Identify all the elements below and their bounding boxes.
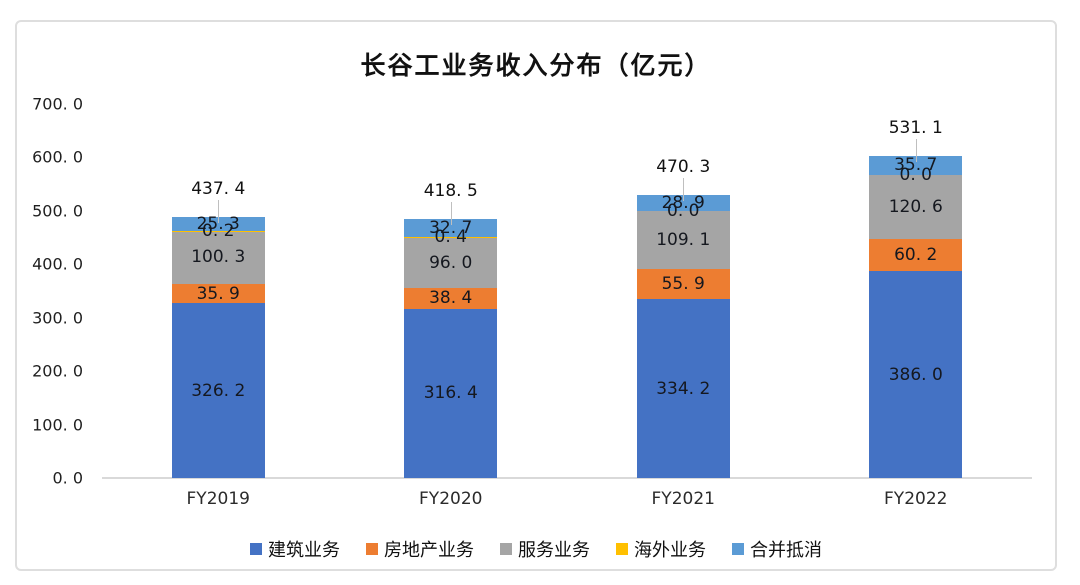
segment-value-label: 96. 0: [429, 252, 473, 273]
legend-label: 合并抵消: [750, 540, 822, 560]
segment-value-label: 0. 2: [202, 220, 235, 241]
segment-value-label: 386. 0: [888, 364, 943, 385]
y-axis-tick-label: 500. 0: [32, 201, 83, 220]
total-value-label: 437. 4: [191, 178, 246, 199]
bar-segment: [404, 219, 498, 237]
segment-value-label: 326. 2: [191, 380, 246, 401]
segment-value-label: 25. 3: [196, 213, 240, 234]
chart-title: 长谷工业务收入分布（亿元）: [360, 53, 712, 80]
y-axis-tick-label: 600. 0: [32, 147, 83, 167]
y-axis-tick-label: 400. 0: [32, 254, 83, 274]
bar-segment: [869, 155, 963, 175]
y-axis-tick-label: 700. 0: [32, 94, 83, 113]
segment-value-label: 38. 4: [429, 288, 473, 309]
chart-card: 长谷工业务收入分布（亿元） 0. 0 100. 0 200. 0 300. 0 400.…: [15, 20, 1057, 571]
bar-segment: [869, 271, 963, 478]
legend-label: 服务业务: [518, 540, 590, 560]
bar-segment: [636, 299, 730, 478]
y-axis-tick-label: 0. 0: [52, 468, 83, 488]
legend-item: 海外业务: [616, 536, 706, 562]
legend-swatch: [250, 543, 262, 555]
legend-swatch: [500, 543, 512, 555]
bar-segment: [171, 230, 265, 285]
x-axis-tick-label: FY2022: [884, 489, 948, 509]
total-leader-line: [450, 202, 452, 226]
legend-item: 建筑业务: [250, 536, 340, 562]
bar-segment: [404, 308, 498, 478]
legend-label: 建筑业务: [268, 540, 340, 560]
x-axis-tick-label: FY2020: [419, 489, 483, 509]
segment-value-label: 0. 4: [434, 226, 467, 247]
legend-item: 房地产业务: [366, 536, 474, 562]
total-value-label: 470. 3: [656, 157, 711, 178]
segment-value-label: 120. 6: [888, 197, 943, 218]
segment-value-label: 60. 2: [894, 245, 938, 266]
segment-value-label: 316. 4: [423, 383, 478, 404]
segment-value-label: 55. 9: [661, 274, 705, 295]
x-axis-tick-label: FY2021: [651, 489, 715, 509]
plot-area: 0. 0 100. 0 200. 0 300. 0 400. 0 500. 0 600. 0…: [17, 22, 1055, 569]
y-axis-tick-label: 300. 0: [32, 308, 83, 327]
bar-segment: [869, 239, 963, 272]
y-axis-tick-label: 200. 0: [32, 361, 83, 381]
segment-value-label: 334. 2: [656, 378, 711, 399]
bar-segment: [404, 236, 498, 289]
x-axis-tick-label: FY2019: [186, 489, 250, 509]
y-axis-tick-label: 100. 0: [32, 415, 83, 434]
total-leader-line: [915, 138, 917, 162]
bar-segment: [171, 284, 265, 304]
legend-item: 合并抵消: [732, 536, 822, 562]
segment-value-label: 35. 9: [196, 283, 240, 304]
legend-swatch: [366, 543, 378, 555]
legend: 建筑业务 房地产业务 服务业务 海外业务 合并抵消: [17, 536, 1055, 562]
bar-segment: [636, 269, 730, 300]
bar-segment: [171, 216, 265, 231]
bar-segment: [636, 195, 730, 211]
bar-segment: [171, 303, 265, 478]
segment-value-label: 28. 9: [661, 193, 705, 214]
x-axis-line: [102, 477, 1032, 479]
bar-segment: [636, 210, 730, 270]
total-leader-line: [218, 199, 220, 223]
legend-item: 服务业务: [500, 536, 590, 562]
segment-value-label: 32. 7: [429, 217, 473, 238]
legend-label: 海外业务: [634, 540, 706, 560]
total-leader-line: [683, 178, 685, 202]
legend-swatch: [732, 543, 744, 555]
legend-swatch: [616, 543, 628, 555]
bar-segment: [869, 174, 963, 240]
total-value-label: 531. 1: [888, 117, 943, 138]
segment-value-label: 35. 7: [894, 155, 938, 176]
segment-value-label: 109. 1: [656, 230, 711, 251]
bar-segment: [404, 288, 498, 309]
segment-value-label: 0. 0: [667, 200, 700, 221]
segment-value-label: 0. 0: [899, 164, 932, 185]
segment-value-label: 100. 3: [191, 247, 246, 268]
total-value-label: 418. 5: [423, 181, 478, 202]
legend-label: 房地产业务: [384, 540, 474, 560]
